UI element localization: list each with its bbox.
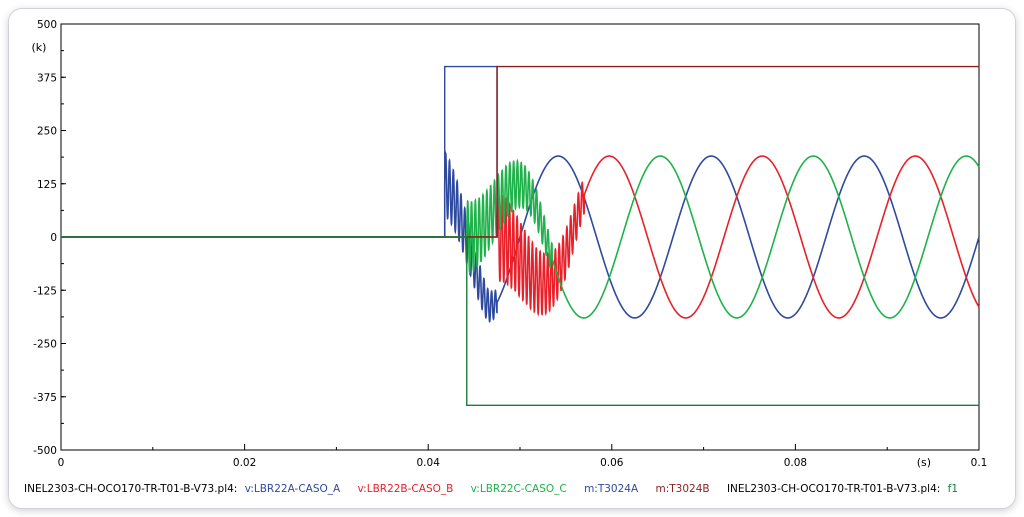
series-line-v-lbr22b-caso-b (61, 155, 980, 319)
legend-item-v-lbr22c: v:LBR22C-CASO_C (470, 483, 567, 495)
y-unit: (k) (32, 41, 47, 54)
y-tick-label: 375 (37, 72, 57, 84)
legend-item-m-t3024a: m:T3024A (584, 483, 639, 495)
legend-item-f1: f1 (947, 483, 959, 495)
legend-item-v-lbr22a: v:LBR22A-CASO_A (244, 483, 341, 495)
series-line-v-lbr22c-caso-c (61, 155, 980, 319)
legend-file-2: INEL2303-CH-OCO170-TR-T01-B-V73.pl4: (726, 483, 941, 495)
x-tick-label: 0 (58, 457, 65, 469)
y-tick-label: 0 (50, 232, 57, 244)
series-layer (61, 65, 980, 406)
x-unit: (s) (917, 456, 931, 469)
y-tick-label: 125 (37, 179, 57, 191)
x-tick-label: 0.06 (600, 457, 624, 469)
legend-file-1: INEL2303-CH-OCO170-TR-T01-B-V73.pl4: (24, 483, 238, 495)
y-tick-label: -250 (33, 339, 57, 351)
legend-item-v-lbr22b: v:LBR22B-CASO_B (357, 483, 454, 495)
axes: 500 375 250 125 0 -125 -250 -375 -500 (k) 0 0.02 0.0… (32, 19, 988, 469)
legend: INEL2303-CH-OCO170-TR-T01-B-V73.pl4: v:L… (24, 483, 972, 495)
series-line-m-t3024a (61, 65, 498, 238)
legend-item-m-t3024b: m:T3024B (655, 483, 710, 495)
y-tick-label: -500 (33, 445, 57, 457)
x-tick-label: 0.08 (784, 457, 807, 469)
x-tick-label: 0.04 (417, 457, 441, 469)
y-tick-label: -375 (33, 392, 57, 404)
y-tick-label: 500 (37, 19, 57, 31)
x-tick-label: 0.1 (971, 457, 988, 469)
x-tick-label: 0.02 (233, 457, 256, 469)
y-tick-label: -125 (33, 285, 57, 297)
y-tick-label: 250 (37, 126, 57, 138)
series-line-f1 (61, 236, 979, 406)
series-line-m-t3024b (61, 65, 979, 238)
